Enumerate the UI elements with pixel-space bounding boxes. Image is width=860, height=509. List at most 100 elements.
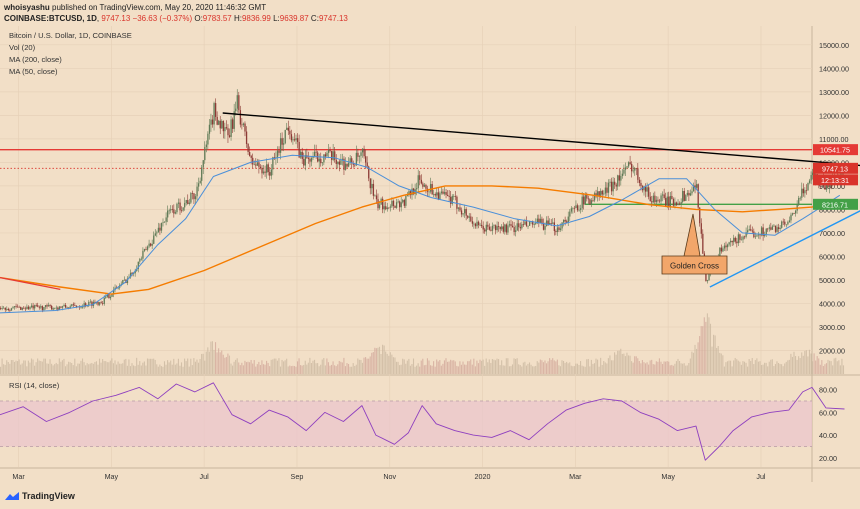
candle-body xyxy=(397,201,399,203)
candle-body xyxy=(678,203,681,205)
candle-body xyxy=(762,227,764,236)
candle-body xyxy=(61,306,64,308)
candle-body xyxy=(723,245,726,249)
volume-bar xyxy=(1,358,3,374)
candle-body xyxy=(784,221,786,225)
volume-bar xyxy=(284,360,286,374)
candle-body xyxy=(436,192,438,196)
candle-body xyxy=(1,308,3,310)
volume-bar xyxy=(757,361,759,374)
candle-body xyxy=(771,226,774,230)
candle-body xyxy=(334,151,336,160)
volume-bar xyxy=(802,355,804,374)
volume-bar xyxy=(126,365,128,374)
volume-bar xyxy=(83,362,85,374)
candle-body xyxy=(64,304,67,308)
volume-bar xyxy=(436,359,438,374)
volume-bar xyxy=(106,362,108,374)
candle-body xyxy=(12,307,14,309)
volume-bar xyxy=(482,359,484,374)
volume-bar xyxy=(227,353,229,374)
volume-bar xyxy=(771,359,773,374)
volume-bar xyxy=(631,361,633,374)
volume-bar xyxy=(307,362,309,374)
candle-body xyxy=(190,193,192,203)
candle-body xyxy=(330,151,333,160)
candle-body xyxy=(24,308,27,310)
candle-body xyxy=(745,232,747,237)
candle-body xyxy=(448,195,450,197)
volume-bar xyxy=(408,358,410,374)
candle-body xyxy=(38,306,40,308)
footer-brand[interactable]: TradingView xyxy=(22,491,75,501)
volume-bar xyxy=(266,360,268,374)
volume-bar xyxy=(782,366,784,374)
candle-body xyxy=(570,208,573,212)
volume-bar xyxy=(91,362,93,374)
candle-body xyxy=(482,226,484,230)
volume-bar xyxy=(627,355,630,374)
volume-bar xyxy=(612,360,614,374)
candle-body xyxy=(488,226,491,230)
candle-body xyxy=(366,162,368,167)
candle-body xyxy=(20,306,22,310)
candle-body xyxy=(590,200,593,205)
candle-body xyxy=(255,164,257,166)
volume-bar xyxy=(678,361,681,374)
candle-body xyxy=(180,210,183,212)
volume-bar xyxy=(162,366,164,374)
volume-bar xyxy=(535,365,537,374)
candle-body xyxy=(593,193,596,201)
candle-body xyxy=(6,308,8,310)
volume-bar xyxy=(95,361,97,374)
volume-bar xyxy=(730,360,732,374)
volume-bar xyxy=(812,361,814,374)
candle-body xyxy=(131,272,133,274)
publisher-line: whoisyashu published on TradingView.com,… xyxy=(4,3,266,12)
volume-bar xyxy=(562,360,565,374)
volume-bar xyxy=(731,366,733,374)
publisher-name[interactable]: whoisyashu xyxy=(4,3,50,12)
candle-body xyxy=(439,193,441,200)
time-tick-label: May xyxy=(105,472,119,481)
volume-bar xyxy=(43,358,45,374)
volume-bar xyxy=(437,361,439,374)
candle-body xyxy=(696,184,698,188)
ma50-line xyxy=(0,154,841,314)
candle-body xyxy=(385,206,387,210)
volume-bar xyxy=(134,366,136,374)
candle-body xyxy=(318,158,320,162)
candle-body xyxy=(273,157,276,158)
candle-body xyxy=(343,158,345,170)
volume-bar xyxy=(511,364,514,374)
volume-bar xyxy=(365,357,367,374)
candle-body xyxy=(191,193,194,194)
candle-body xyxy=(188,202,190,204)
volume-bar xyxy=(502,365,504,374)
volume-bar xyxy=(120,363,122,374)
volume-bar xyxy=(332,361,334,374)
candle-body xyxy=(224,127,226,132)
candle-body xyxy=(470,216,472,222)
volume-bar xyxy=(614,352,616,374)
volume-bar xyxy=(838,360,840,374)
volume-bar xyxy=(129,366,132,374)
candle-body xyxy=(657,199,659,201)
candle-body xyxy=(592,200,594,201)
candle-body xyxy=(210,119,212,125)
candle-body xyxy=(499,226,501,230)
candle-body xyxy=(321,162,324,164)
ma200-line xyxy=(0,185,850,295)
volume-bar xyxy=(573,366,575,374)
volume-bar xyxy=(787,360,789,374)
candle-body xyxy=(634,168,636,171)
candle-body xyxy=(474,223,477,227)
volume-bar xyxy=(372,352,374,374)
volume-bar xyxy=(818,358,820,374)
volume-bar xyxy=(607,358,609,374)
volume-bar xyxy=(649,360,651,374)
candle-body xyxy=(801,188,803,198)
volume-bar xyxy=(581,365,583,374)
candle-body xyxy=(103,297,105,304)
